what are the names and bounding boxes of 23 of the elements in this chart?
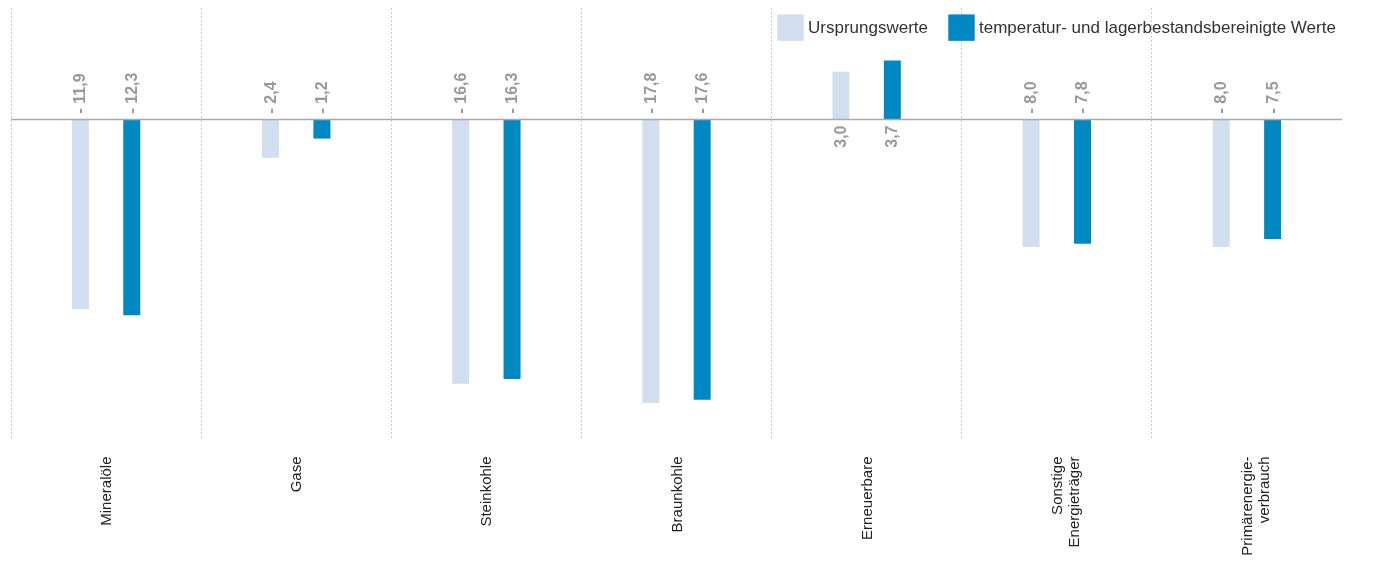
data-label: - 17,6 xyxy=(693,72,711,114)
data-label: - 8,0 xyxy=(1212,81,1230,114)
data-label: - 16,6 xyxy=(451,72,469,114)
x-tick-label: Erneuerbare xyxy=(857,456,875,540)
legend-label: temperatur- und lagerbestandsbereinigte Werte xyxy=(979,17,1336,37)
data-label: 3,7 xyxy=(883,125,901,148)
x-tick-label: Steinkohle xyxy=(477,456,495,527)
x-tick-label: Gase xyxy=(287,456,305,493)
data-label: - 12,3 xyxy=(122,72,140,114)
x-tick-label: Primärenergie- verbrauch xyxy=(1237,456,1272,556)
data-label: - 17,8 xyxy=(641,72,659,114)
data-label: - 1,2 xyxy=(312,81,330,114)
data-label: - 8,0 xyxy=(1022,81,1040,114)
data-label: - 11,9 xyxy=(71,73,89,114)
data-label: - 7,8 xyxy=(1073,81,1091,114)
data-label: - 16,3 xyxy=(503,72,521,114)
x-tick-label: Mineralöle xyxy=(97,456,115,526)
x-tick-label: Sonstige Energieträger xyxy=(1047,456,1082,548)
data-label: 3,0 xyxy=(831,125,849,148)
x-tick-label: Braunkohle xyxy=(667,456,685,533)
data-label: - 2,4 xyxy=(261,81,279,114)
legend-label: Ursprungswerte xyxy=(808,17,928,37)
data-label: - 7,5 xyxy=(1263,81,1281,114)
